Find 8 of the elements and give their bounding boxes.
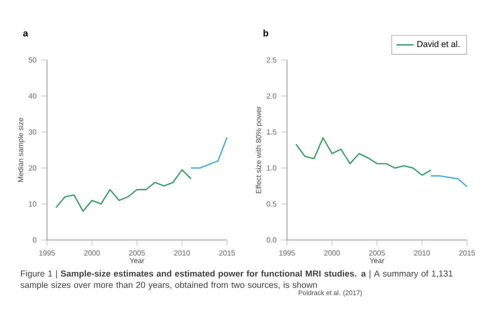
line-series bbox=[190, 136, 228, 169]
chart-title: b bbox=[264, 30, 268, 36]
line-series bbox=[55, 169, 192, 212]
line-series bbox=[430, 175, 468, 188]
legend-label: David et al. bbox=[417, 40, 460, 48]
chart-title: a bbox=[23, 31, 28, 36]
line-series bbox=[295, 137, 432, 176]
text: Figure 1 | Sample-size estimates and estimated power for functional MRI studies. a | A summary of 1,131 sample sizes over more than 20 years, obtained from two sources, is shown bbox=[20, 270, 453, 290]
